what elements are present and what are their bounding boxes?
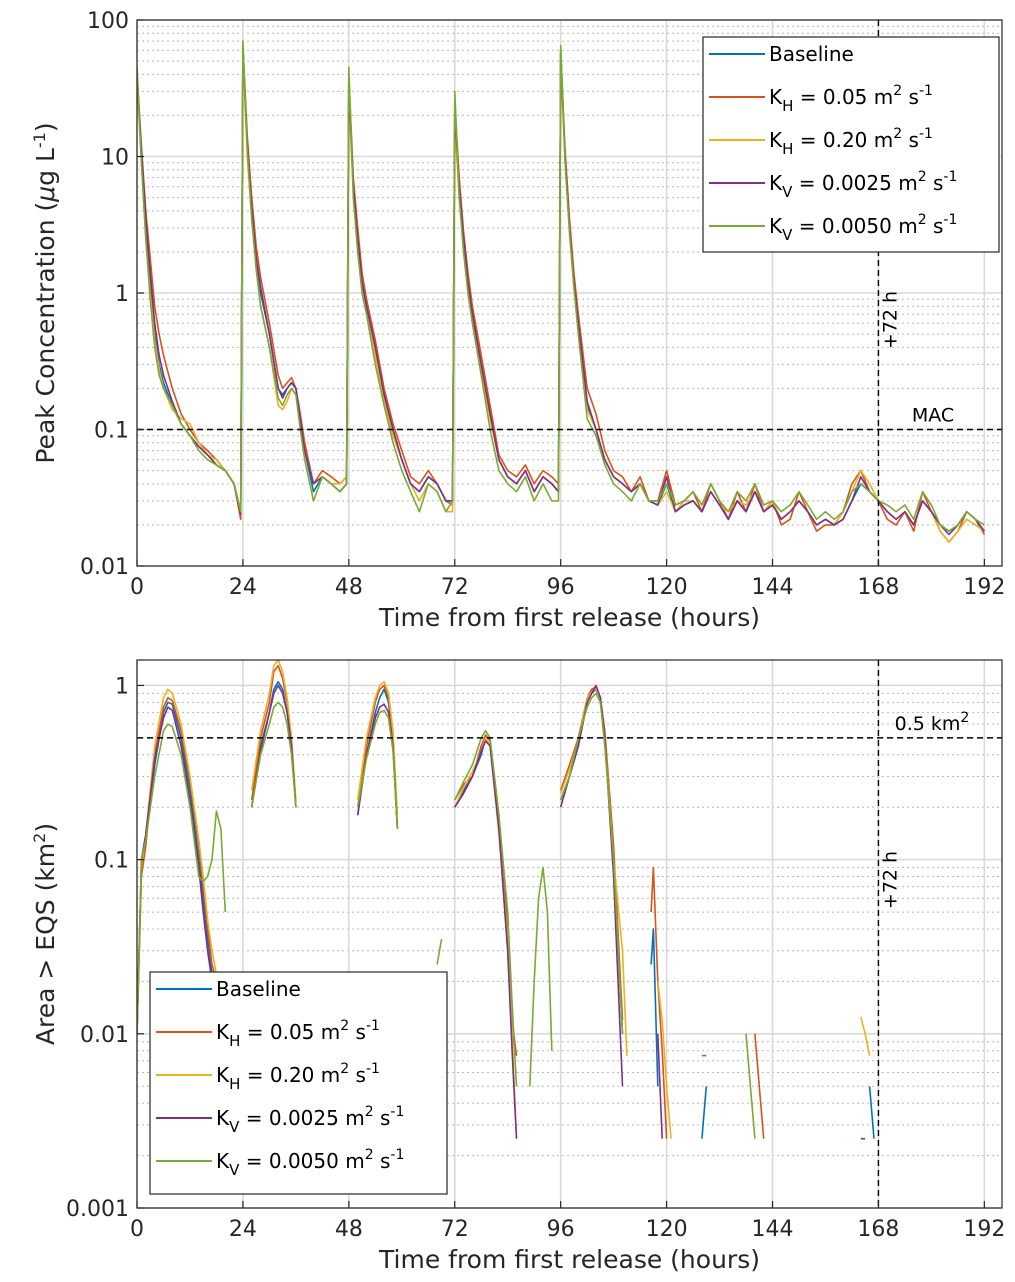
area-series-line-0-7 [868,1086,875,1139]
area-xtick-label: 192 [963,1217,1005,1242]
area-series-group [137,660,875,1140]
area-series-line-4-0 [137,723,227,1034]
peak-y-axis-label: Peak Concentration (μg L-1) [30,122,61,463]
area-xtick-label: 96 [547,1217,575,1242]
area-ytick-label: 1 [115,674,129,699]
area-series-line-2-6 [860,1016,871,1056]
area-series-line-4-5 [529,866,553,1087]
area-series-line-4-3 [436,938,443,965]
area-series-line-2-4 [559,687,628,1056]
area-series-line-2-2 [356,681,399,816]
peak-series-group [137,40,985,543]
area-axes-frame [136,659,1003,1209]
peak-xtick-label: 192 [963,575,1005,600]
area-ytick-label: 0.01 [80,1023,129,1048]
area-legend-entry: KV = 0.0025 m2 s-1 [216,1104,404,1136]
peak-legend-entry: Baseline [769,42,854,66]
peak-legend-entry: KV = 0.0050 m2 s-1 [769,212,957,244]
peak-x-axis-label: Time from first release (hours) [378,603,760,632]
peak-xtick-label: 48 [335,575,363,600]
peak-ytick-label: 0.01 [80,555,129,580]
area-series-line-0-5 [650,928,659,1087]
area-legend-entry: KV = 0.0050 m2 s-1 [216,1147,404,1179]
peak-xtick-label: 120 [646,575,688,600]
area-legend-entry: KH = 0.05 m2 s-1 [216,1018,380,1050]
peak-legend-entry: KV = 0.0025 m2 s-1 [769,169,957,201]
peak-ytick-label: 1 [115,282,129,307]
peak-xtick-label: 144 [752,575,794,600]
area-legend-box [149,971,448,1195]
area-series-line-3-0 [137,706,218,1034]
area-series-line-3-4 [559,684,624,1087]
peak-xtick-label: 168 [857,575,899,600]
area-series-line-4-4 [454,729,518,1087]
peak-legend-box [702,36,1000,253]
peak-series-line-1-0 [137,44,985,543]
peak-threshold-label: MAC [912,405,954,427]
peak-concentration-chart: MAC +72 h 0 24 48 72 96 120 144 168 192 0.01 0.1 1 10 1… [30,9,1006,632]
peak-series-line-4-0 [137,40,985,532]
area-xtick-label: 0 [130,1217,144,1242]
area-above-eqs-chart: 0.5 km2 +72 h 0 24 48 72 96 120 144 168 192 0.001 0.… [30,659,1005,1274]
area-series-line-3-1 [250,684,297,808]
area-xtick-label: 48 [335,1217,363,1242]
area-legend: Baseline KH = 0.05 m2 s-1 KH = 0.20 m2 s-1… [149,971,448,1195]
area-series-line-2-5 [657,981,672,1139]
peak-vline-label: +72 h [879,291,901,349]
area-threshold-label: 0.5 km2 [895,710,970,735]
area-x-axis-label: Time from first release (hours) [378,1245,760,1274]
area-series-line-1-3 [454,734,518,1056]
area-y-axis-label: Area > EQS (km2) [30,823,61,1045]
area-vline-label: +72 h [879,851,901,909]
peak-series-line-3-0 [137,47,985,536]
area-ytick-label: 0.001 [66,1197,129,1222]
peak-xtick-label: 24 [229,575,257,600]
area-series-line-4-2 [356,709,399,830]
peak-legend: Baseline KH = 0.05 m2 s-1 KH = 0.20 m2 s-1… [702,36,1000,253]
peak-ytick-label: 100 [87,9,129,34]
area-ytick-label: 0.1 [94,849,129,874]
area-series-line-3-5 [657,1033,663,1139]
area-xtick-label: 120 [646,1217,688,1242]
peak-ytick-label: 10 [101,146,129,171]
area-legend-entry: Baseline [216,977,301,1001]
area-xtick-label: 168 [857,1217,899,1242]
area-series-line-2-1 [250,660,297,801]
area-series-line-0-6 [701,1086,708,1139]
peak-xtick-label: 96 [547,575,575,600]
area-series-line-1-7 [754,1033,765,1139]
area-series-line-4-7 [745,1033,756,1139]
peak-xtick-label: 72 [441,575,469,600]
area-series-line-4-1 [250,701,297,808]
area-xtick-label: 72 [441,1217,469,1242]
peak-ytick-label: 0.1 [94,419,129,444]
area-series-line-3-3 [454,740,518,1139]
peak-xtick-label: 0 [130,575,144,600]
area-legend-entry: KH = 0.20 m2 s-1 [216,1061,380,1093]
area-xtick-label: 24 [229,1217,257,1242]
area-xtick-label: 144 [752,1217,794,1242]
peak-legend-entry: KH = 0.20 m2 s-1 [769,126,933,158]
area-series-line-4-6 [559,692,624,1034]
area-series-line-1-5 [650,866,668,1139]
peak-legend-entry: KH = 0.05 m2 s-1 [769,83,933,115]
